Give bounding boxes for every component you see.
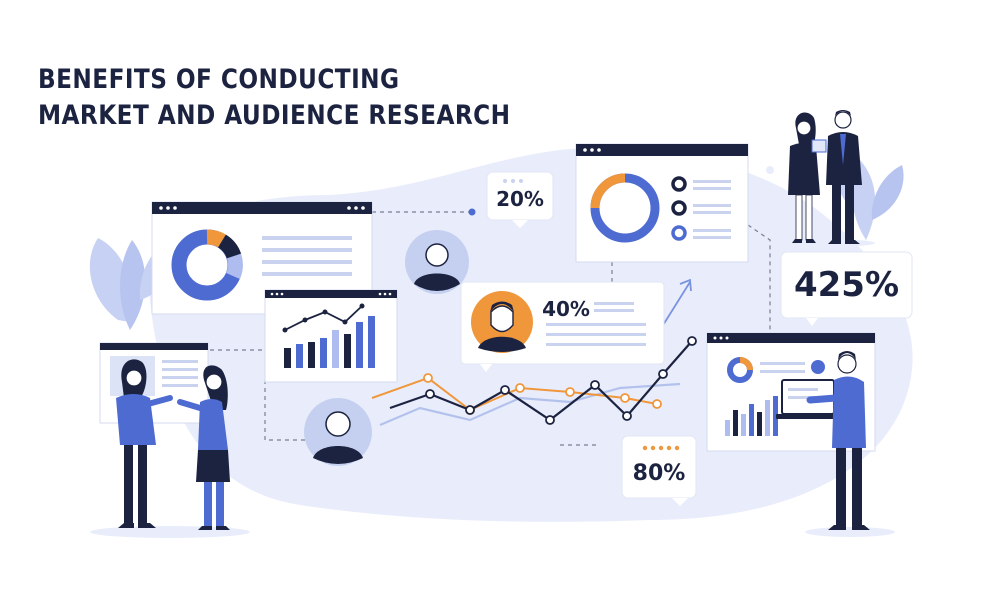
presentation-window <box>99 342 209 424</box>
trend-chart <box>371 278 697 427</box>
avatar-icon <box>405 230 469 294</box>
stat-card-40 <box>460 281 665 372</box>
person-woman-left <box>116 359 173 528</box>
trend-line-light <box>379 382 681 427</box>
stat-bubble-425 <box>780 251 913 326</box>
stat-40-label: 40% <box>542 297 590 321</box>
trend-points-navy <box>425 336 697 425</box>
text-lines <box>693 180 731 239</box>
stat-20-label: 20% <box>496 187 544 211</box>
stat-80-label: 80% <box>632 460 686 486</box>
text-lines <box>262 236 352 276</box>
donut-chart-icon <box>171 229 243 301</box>
bar-chart-icon <box>725 396 778 436</box>
line-chart-icon <box>282 303 365 333</box>
bar-chart-icon <box>284 316 375 368</box>
backdrop-dot <box>261 471 275 485</box>
page-title: BENEFITS OF CONDUCTING MARKET AND AUDIEN… <box>38 62 511 134</box>
stat-bubble-20 <box>486 171 554 228</box>
person-woman-tablet <box>788 112 827 243</box>
bar-chart-window <box>264 289 398 383</box>
donut-chart-icon <box>727 357 753 383</box>
ground-shadow <box>805 527 895 537</box>
stat-bubble-80 <box>621 435 697 506</box>
person-man-laptop <box>776 351 870 530</box>
person-man-suit <box>826 110 862 244</box>
person-woman-right <box>177 365 230 530</box>
donut-window <box>575 143 749 263</box>
title-line-2: MARKET AND AUDIENCE RESEARCH <box>38 100 511 131</box>
stat-425-label: 425% <box>793 265 900 305</box>
title-line-1: BENEFITS OF CONDUCTING <box>38 64 400 95</box>
avatar-icon <box>471 291 533 353</box>
mini-ring-icons <box>671 176 687 241</box>
ground-shadow <box>775 239 875 247</box>
avatar-icon <box>304 398 372 466</box>
donut-chart-icon <box>590 173 660 243</box>
backdrop-dot <box>766 166 774 174</box>
donut-window <box>151 201 373 315</box>
dashed-connectors <box>210 211 771 498</box>
growth-arrow-icon <box>659 278 692 331</box>
text-lines <box>546 302 646 346</box>
connector-dot <box>468 208 476 216</box>
